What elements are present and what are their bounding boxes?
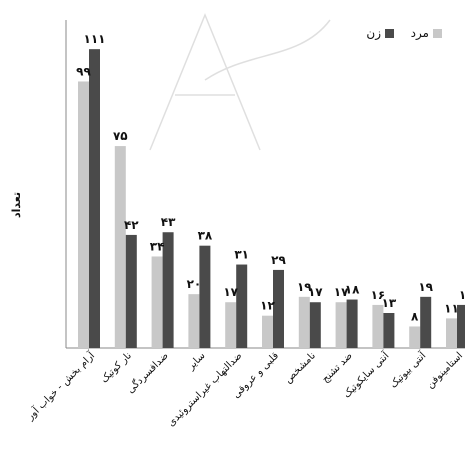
value-label-female-9: ۱۹ — [418, 280, 433, 294]
value-label-female-10: ۱ — [459, 288, 465, 302]
value-label-female-5: ۲۹ — [271, 253, 286, 267]
value-label-male-8: ۱۶ — [371, 288, 386, 302]
value-label-male-5: ۱۲ — [260, 299, 275, 313]
value-label-male-4: ۱۷ — [223, 285, 238, 299]
bar-female-2 — [162, 232, 174, 348]
value-label-female-0: ۱۱۱ — [84, 32, 106, 46]
bar-male-8 — [372, 304, 384, 348]
value-label-male-1: ۷۵ — [113, 129, 128, 143]
category-label-0: آرام بخش - خواب آور — [23, 348, 98, 423]
category-label-1: نار کوتیک — [99, 350, 134, 385]
value-label-male-6: ۱۹ — [297, 280, 312, 294]
bar-male-3 — [188, 294, 200, 348]
bars-group — [78, 49, 465, 349]
value-label-female-7: ۱۸ — [345, 283, 360, 297]
value-label-female-8: ۱۳ — [382, 296, 397, 310]
bar-male-6 — [298, 296, 310, 348]
legend-label-male: مرد — [411, 26, 429, 41]
legend: مرد زن — [366, 26, 442, 41]
value-label-female-1: ۴۲ — [124, 218, 139, 232]
bar-female-1 — [125, 234, 137, 348]
bar-male-4 — [225, 302, 237, 348]
bar-female-4 — [236, 264, 248, 348]
bar-female-9 — [420, 296, 432, 348]
y-axis-label: تعداد — [10, 192, 23, 218]
bar-male-9 — [409, 326, 421, 348]
category-label-10: استامینوفن — [425, 350, 465, 390]
watermark — [149, 13, 331, 151]
legend-swatch-male — [433, 29, 442, 38]
value-label-male-0: ۹۹ — [76, 64, 91, 78]
value-label-male-10: ۱۱ — [444, 301, 459, 315]
legend-label-female: زن — [366, 26, 381, 41]
bar-male-0 — [78, 81, 89, 349]
bar-female-6 — [309, 302, 321, 348]
bar-female-7 — [346, 299, 358, 348]
category-label-9: آنتی بیوتیک — [387, 348, 429, 390]
category-label-3: سایر — [185, 350, 207, 372]
value-label-female-6: ۱۷ — [308, 285, 323, 299]
value-label-male-2: ۳۴ — [150, 239, 165, 253]
bar-male-2 — [151, 256, 163, 348]
bar-female-8 — [383, 312, 395, 348]
category-label-6: نامشخص — [283, 350, 318, 385]
legend-swatch-female — [385, 29, 394, 38]
category-label-4: ضدالتهاب غیراستروئیدی — [166, 350, 244, 428]
value-label-female-2: ۴۳ — [161, 215, 176, 229]
bar-male-5 — [262, 315, 273, 348]
value-label-female-3: ۳۸ — [198, 229, 213, 243]
bar-female-10 — [457, 304, 465, 348]
value-label-male-9: ۸ — [411, 309, 419, 323]
bar-male-10 — [446, 318, 457, 348]
bar-female-3 — [199, 245, 211, 348]
bar-male-1 — [114, 146, 126, 348]
value-label-male-7: ۱۷ — [334, 285, 349, 299]
value-label-male-3: ۲۰ — [187, 277, 202, 291]
bar-male-7 — [335, 302, 347, 348]
bar-female-0 — [89, 49, 100, 348]
category-label-7: ضد تشنج — [320, 350, 355, 385]
value-label-female-4: ۳۱ — [234, 248, 249, 262]
bar-female-5 — [273, 269, 284, 348]
